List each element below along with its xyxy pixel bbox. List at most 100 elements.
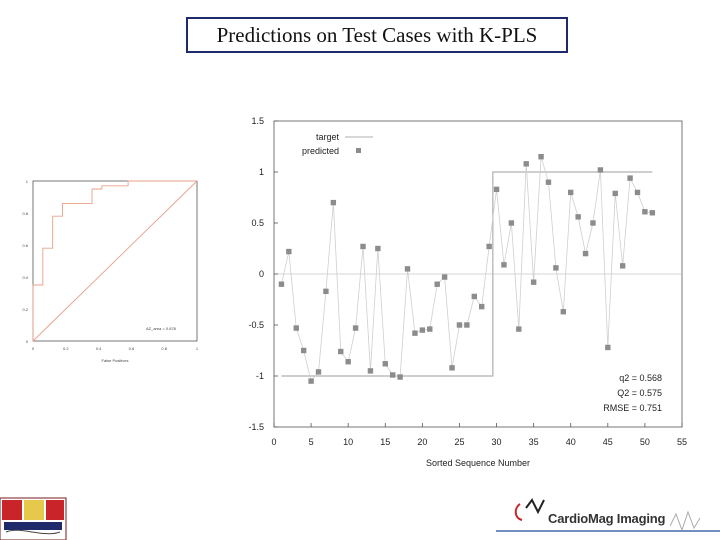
predicted-point <box>286 248 292 255</box>
roc-y-tick-label: 0.4 <box>22 275 28 280</box>
y-tick-label: 1 <box>259 167 264 177</box>
predicted-point <box>582 250 589 257</box>
predicted-point <box>300 347 307 354</box>
roc-frame <box>32 180 198 342</box>
roc-x-tick-label: 0.8 <box>161 346 167 351</box>
predicted-point <box>412 330 418 336</box>
x-tick-label: 15 <box>380 437 390 447</box>
predicted-point <box>575 214 581 220</box>
roc-y-tick-label: 1 <box>26 179 29 184</box>
predicted-point <box>293 325 299 331</box>
roc-curve <box>32 180 197 341</box>
predicted-point <box>627 175 633 181</box>
roc-y-tick-label: 0 <box>26 339 29 344</box>
predicted-point <box>404 266 411 272</box>
y-tick-label: -1 <box>256 371 264 381</box>
predicted-point <box>278 281 285 287</box>
predicted-point <box>345 359 351 365</box>
x-tick-label: 35 <box>529 437 539 447</box>
predicted-point <box>619 263 626 269</box>
predicted-point <box>516 326 522 332</box>
predicted-point <box>315 369 322 375</box>
predicted-point <box>605 344 611 351</box>
predicted-point <box>419 327 426 333</box>
legend-label-target: target <box>316 132 340 142</box>
predicted-point <box>634 189 641 196</box>
annotation-rmse: RMSE = 0.751 <box>603 403 662 413</box>
predicted-point <box>456 322 463 328</box>
predicted-point <box>642 209 648 215</box>
predicted-point <box>471 293 477 300</box>
roc-y-tick-label: 0.6 <box>22 243 28 248</box>
y-tick-label: 1.5 <box>251 116 264 126</box>
predicted-point <box>375 245 381 252</box>
predicted-point <box>330 199 337 206</box>
predicted-point <box>479 303 485 310</box>
roc-x-tick-label: 1 <box>196 346 199 351</box>
x-tick-label: 10 <box>343 437 353 447</box>
predicted-point <box>464 322 470 328</box>
predicted-point <box>560 309 567 315</box>
predicted-point <box>449 365 455 371</box>
roc-x-tick-label: 0 <box>32 346 35 351</box>
roc-x-tick-label: 0.6 <box>129 346 135 351</box>
predicted-point <box>323 288 329 295</box>
x-tick-label: 25 <box>454 437 464 447</box>
predicted-point <box>530 279 537 285</box>
prediction-chart: 0 5 10 15 20 25 30 35 40 45 50 55 1.5 1 0.5 0 -0.5 -1 -1.5… <box>248 116 687 468</box>
annotation-Q2: Q2 = 0.575 <box>617 388 662 398</box>
predicted-point <box>523 161 529 167</box>
roc-y-tick-label: 0.2 <box>22 307 28 312</box>
predicted-point <box>508 220 515 226</box>
roc-chart: 0 0.2 0.4 0.6 0.8 1 0 0.2 0.4 0.6 0.8 1 AZ_area = 0… <box>22 179 198 363</box>
predicted-point <box>367 368 374 374</box>
predicted-point <box>397 374 403 380</box>
x-tick-label: 55 <box>677 437 687 447</box>
x-tick-label: 50 <box>640 437 650 447</box>
roc-y-tick-label: 0.8 <box>22 211 28 216</box>
predicted-point <box>501 262 507 268</box>
legend-swatch-predicted <box>356 148 361 153</box>
x-tick-label: 40 <box>566 437 576 447</box>
predicted-point <box>382 361 388 367</box>
legend-label-predicted: predicted <box>302 146 339 156</box>
x-tick-label: 30 <box>492 437 502 447</box>
predicted-point <box>427 326 433 332</box>
annotation-q2: q2 = 0.568 <box>619 373 662 383</box>
x-axis-label: Sorted Sequence Number <box>426 458 530 468</box>
predicted-point <box>545 179 552 185</box>
predicted-point <box>649 210 656 216</box>
roc-x-tick-label: 0.4 <box>96 346 102 351</box>
predicted-point <box>360 243 366 250</box>
legend: target predicted <box>302 132 373 156</box>
predicted-point <box>597 167 604 173</box>
x-tick-label: 0 <box>271 437 276 447</box>
predicted-point <box>441 274 448 280</box>
x-tick-label: 45 <box>603 437 613 447</box>
roc-x-axis-label: False Positives <box>102 358 129 363</box>
predicted-point <box>553 265 559 271</box>
predicted-point <box>568 189 574 196</box>
slide-title: Predictions on Test Cases with K-PLS <box>186 17 568 53</box>
y-tick-label: 0 <box>259 269 264 279</box>
predicted-point <box>538 154 544 160</box>
y-tick-label: -0.5 <box>248 320 264 330</box>
predicted-point <box>352 325 359 331</box>
predicted-point <box>308 378 314 384</box>
target-series-line <box>281 171 653 377</box>
predicted-point <box>590 220 596 226</box>
roc-diagonal <box>32 180 198 342</box>
cardiomag-logo <box>496 498 720 532</box>
predicted-point <box>486 243 492 250</box>
predicted-point <box>338 348 344 355</box>
institution-crest-logo <box>0 497 67 540</box>
x-tick-label: 5 <box>309 437 314 447</box>
predicted-point <box>612 190 618 197</box>
predicted-point <box>434 281 440 287</box>
predicted-point <box>389 372 396 378</box>
roc-area-annotation: AZ_area = 0.878 <box>146 326 177 331</box>
predicted-point <box>493 186 500 193</box>
roc-x-tick-label: 0.2 <box>63 346 69 351</box>
y-tick-label: 0.5 <box>251 218 264 228</box>
